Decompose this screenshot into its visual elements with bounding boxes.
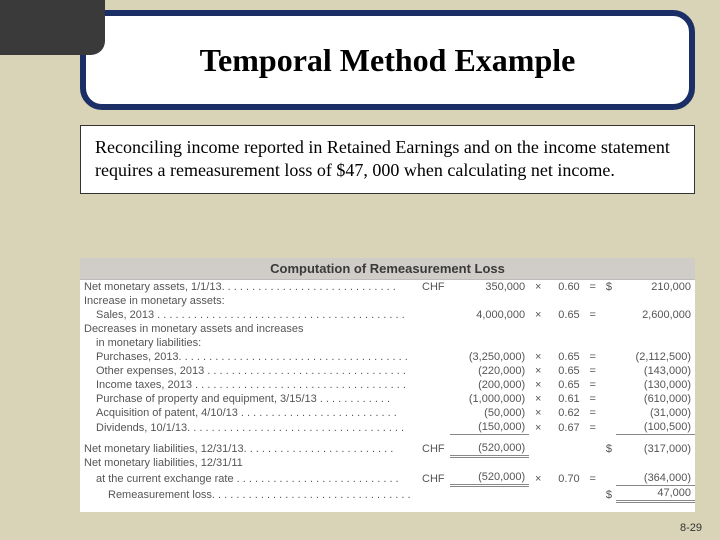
fc-amount: (3,250,000) — [450, 350, 529, 364]
equals-symbol: = — [584, 350, 602, 364]
rate: 0.65 — [547, 364, 583, 378]
usd-amount: (2,112,500) — [616, 350, 695, 364]
rate: 0.70 — [547, 470, 583, 486]
fc-amount: 4,000,000 — [450, 308, 529, 322]
table-row: Acquisition of patent, 4/10/13 . . . . .… — [80, 406, 695, 420]
usd-currency: $ — [602, 486, 616, 502]
title-box: Temporal Method Example — [80, 10, 695, 110]
row-label: in monetary liabilities: — [80, 336, 418, 350]
times-symbol: × — [529, 420, 547, 435]
table-row: Other expenses, 2013 . . . . . . . . . .… — [80, 364, 695, 378]
row-label: Net monetary assets, 1/1/13. . . . . . .… — [80, 280, 418, 294]
table-row: in monetary liabilities: — [80, 336, 695, 350]
equals-symbol: = — [584, 378, 602, 392]
row-label: at the current exchange rate . . . . . .… — [80, 470, 418, 486]
usd-amount: (364,000) — [616, 470, 695, 486]
table-row: Net monetary liabilities, 12/31/11 — [80, 456, 695, 470]
equals-symbol: = — [584, 470, 602, 486]
equals-symbol: = — [584, 308, 602, 322]
row-label: Net monetary liabilities, 12/31/13. . . … — [80, 441, 418, 457]
row-label: Net monetary liabilities, 12/31/11 — [80, 456, 418, 470]
usd-amount: (130,000) — [616, 378, 695, 392]
equals-symbol: = — [584, 392, 602, 406]
table-row: Net monetary liabilities, 12/31/13. . . … — [80, 441, 695, 457]
fc-amount: (1,000,000) — [450, 392, 529, 406]
usd-currency: $ — [602, 280, 616, 294]
table-row: Purchase of property and equipment, 3/15… — [80, 392, 695, 406]
table-row: Decreases in monetary assets and increas… — [80, 322, 695, 336]
times-symbol: × — [529, 280, 547, 294]
table-row: Increase in monetary assets: — [80, 294, 695, 308]
remeasurement-table: Net monetary assets, 1/1/13. . . . . . .… — [80, 280, 695, 503]
fc-currency: CHF — [418, 441, 450, 457]
slide-title: Temporal Method Example — [200, 42, 576, 79]
row-label: Sales, 2013 . . . . . . . . . . . . . . … — [80, 308, 418, 322]
row-label: Purchase of property and equipment, 3/15… — [80, 392, 418, 406]
usd-amount: (317,000) — [616, 441, 695, 457]
usd-currency: $ — [602, 441, 616, 457]
table-row: Purchases, 2013. . . . . . . . . . . . .… — [80, 350, 695, 364]
table-row: at the current exchange rate . . . . . .… — [80, 470, 695, 486]
computation-table: Computation of Remeasurement Loss Net mo… — [80, 258, 695, 512]
rate: 0.67 — [547, 420, 583, 435]
row-label: Other expenses, 2013 . . . . . . . . . .… — [80, 364, 418, 378]
table-row: Dividends, 10/1/13. . . . . . . . . . . … — [80, 420, 695, 435]
table-header: Computation of Remeasurement Loss — [80, 258, 695, 280]
description-text: Reconciling income reported in Retained … — [95, 136, 680, 183]
equals-symbol: = — [584, 406, 602, 420]
row-label: Decreases in monetary assets and increas… — [80, 322, 418, 336]
times-symbol: × — [529, 308, 547, 322]
description-box: Reconciling income reported in Retained … — [80, 125, 695, 194]
usd-amount: 47,000 — [616, 486, 695, 502]
times-symbol: × — [529, 378, 547, 392]
row-label: Acquisition of patent, 4/10/13 . . . . .… — [80, 406, 418, 420]
row-label: Purchases, 2013. . . . . . . . . . . . .… — [80, 350, 418, 364]
row-label: Increase in monetary assets: — [80, 294, 418, 308]
equals-symbol: = — [584, 420, 602, 435]
times-symbol: × — [529, 406, 547, 420]
rate: 0.65 — [547, 350, 583, 364]
times-symbol: × — [529, 470, 547, 486]
usd-amount: 210,000 — [616, 280, 695, 294]
rate: 0.65 — [547, 378, 583, 392]
fc-amount: (520,000) — [450, 441, 529, 457]
fc-amount: (50,000) — [450, 406, 529, 420]
usd-amount: (31,000) — [616, 406, 695, 420]
table-row: Income taxes, 2013 . . . . . . . . . . .… — [80, 378, 695, 392]
table-row: Net monetary assets, 1/1/13. . . . . . .… — [80, 280, 695, 294]
rate: 0.60 — [547, 280, 583, 294]
usd-amount: 2,600,000 — [616, 308, 695, 322]
times-symbol: × — [529, 350, 547, 364]
times-symbol: × — [529, 392, 547, 406]
fc-amount: (150,000) — [450, 420, 529, 435]
usd-amount: (100,500) — [616, 420, 695, 435]
page-number: 8-29 — [680, 522, 702, 534]
row-label: Remeasurement loss. . . . . . . . . . . … — [80, 486, 418, 502]
fc-currency: CHF — [418, 280, 450, 294]
usd-amount: (143,000) — [616, 364, 695, 378]
fc-currency: CHF — [418, 470, 450, 486]
rate: 0.62 — [547, 406, 583, 420]
rate: 0.61 — [547, 392, 583, 406]
fc-amount: (220,000) — [450, 364, 529, 378]
equals-symbol: = — [584, 364, 602, 378]
fc-amount: (200,000) — [450, 378, 529, 392]
fc-amount: 350,000 — [450, 280, 529, 294]
row-label: Income taxes, 2013 . . . . . . . . . . .… — [80, 378, 418, 392]
corner-tab — [0, 0, 105, 55]
row-label: Dividends, 10/1/13. . . . . . . . . . . … — [80, 420, 418, 435]
equals-symbol: = — [584, 280, 602, 294]
table-row: Sales, 2013 . . . . . . . . . . . . . . … — [80, 308, 695, 322]
usd-amount: (610,000) — [616, 392, 695, 406]
fc-amount: (520,000) — [450, 470, 529, 486]
table-row: Remeasurement loss. . . . . . . . . . . … — [80, 486, 695, 502]
rate: 0.65 — [547, 308, 583, 322]
times-symbol: × — [529, 364, 547, 378]
